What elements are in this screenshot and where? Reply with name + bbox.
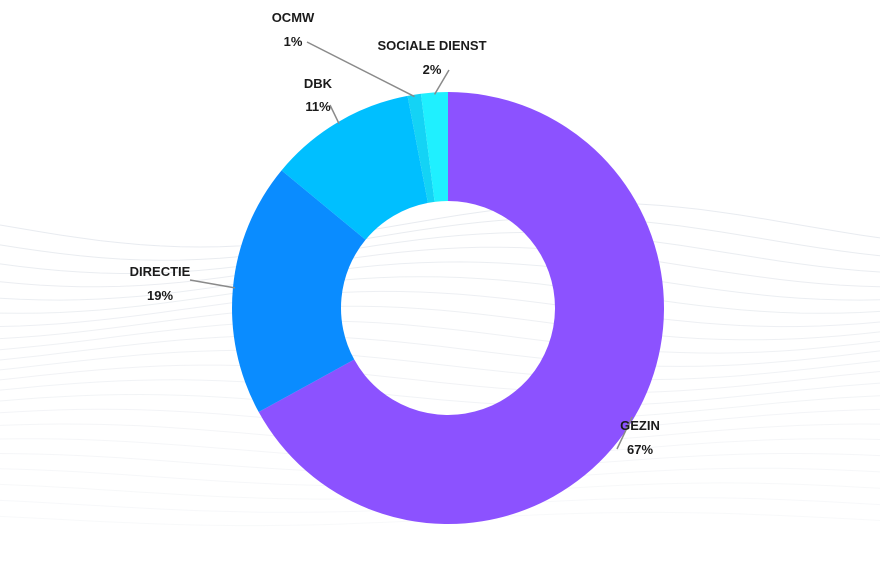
slice-label-pct: 2% [423, 62, 442, 77]
slice-label-pct: 1% [284, 34, 303, 49]
leader-line [616, 416, 633, 450]
background-wave-line [0, 232, 880, 274]
slice-label-pct: 19% [147, 288, 173, 303]
donut-slice-ocmw [407, 93, 435, 203]
slice-labels: GEZIN 67% DIRECTIE 19% DBK 11% OCMW 1% S… [130, 10, 660, 457]
donut-slice-directie [232, 170, 366, 413]
background-wave-line [0, 320, 880, 354]
donut-slice-sociale-dienst [420, 92, 448, 202]
slice-label-name: DIRECTIE [130, 264, 191, 279]
slice-label-name: OCMW [272, 10, 315, 25]
slice-label-pct: 67% [627, 442, 653, 457]
background-wave-line [0, 379, 880, 407]
slice-label-name: GEZIN [620, 418, 660, 433]
background-wave-line [0, 364, 880, 394]
leader-line [306, 41, 415, 98]
background-wave-line [0, 217, 880, 261]
background-wave-line [0, 349, 880, 381]
background-wave-line [0, 202, 880, 248]
leader-line [189, 279, 236, 289]
slice-label-name: SOCIALE DIENST [377, 38, 486, 53]
slice-label-pct: 11% [305, 99, 331, 114]
leader-lines [189, 41, 633, 450]
donut-slice-dbk [281, 95, 428, 240]
background-wave-line [0, 246, 880, 288]
background-wave-line [0, 276, 880, 314]
background-wave-line [0, 261, 880, 301]
leader-line [329, 104, 340, 125]
donut-slices [232, 92, 664, 524]
slice-label-name: DBK [304, 76, 333, 91]
background-wave-line [0, 335, 880, 367]
donut-slice-gezin [258, 92, 664, 524]
background-wave-line [0, 305, 880, 341]
leader-line [433, 69, 450, 95]
background-wave-line [0, 290, 880, 328]
